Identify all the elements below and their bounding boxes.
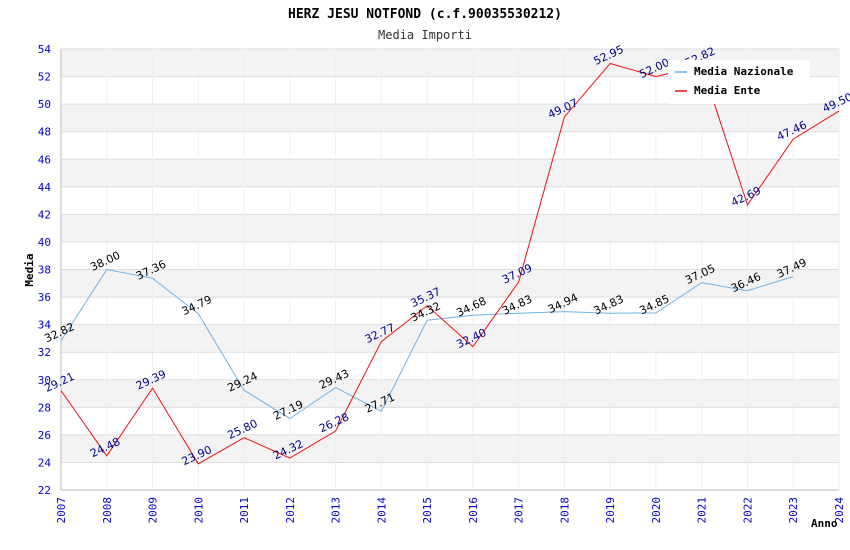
y-tick-label: 50 <box>38 98 51 111</box>
y-tick-labels: 22 24 26 28 30 32 34 36 38 40 42 44 46 48 50 52 54 <box>38 43 52 497</box>
x-tick-label: 2011 <box>238 497 251 524</box>
y-axis-label: Media <box>23 253 36 286</box>
grid-band <box>61 241 839 270</box>
legend-box <box>668 60 810 104</box>
y-tick-label: 48 <box>38 126 51 139</box>
grid-band <box>61 186 839 215</box>
grid-bands <box>61 49 839 490</box>
y-tick-label: 52 <box>38 71 51 84</box>
grid-band <box>61 434 839 463</box>
x-tick-label: 2022 <box>741 497 754 524</box>
x-tick-label: 2021 <box>696 497 709 524</box>
y-tick-label: 22 <box>38 484 51 497</box>
x-tick-label: 2008 <box>101 497 114 524</box>
x-tick-label: 2010 <box>192 497 205 524</box>
x-tick-label: 2014 <box>375 497 388 524</box>
x-tick-labels: 2007 2008 2009 2010 2011 2012 2013 2014 2015 2016… <box>55 497 846 524</box>
grid-band <box>61 131 839 160</box>
grid-band <box>61 379 839 408</box>
x-tick-label: 2009 <box>147 497 160 524</box>
y-tick-label: 36 <box>38 291 51 304</box>
chart-subtitle: Media Importi <box>378 28 472 42</box>
series-line-media-nazionale <box>60 268 794 420</box>
y-tick-label: 42 <box>38 208 51 221</box>
y-tick-label: 40 <box>38 236 51 249</box>
grid-band <box>61 159 839 187</box>
grid-band <box>61 462 839 490</box>
x-tick-label: 2013 <box>330 497 343 524</box>
grid-band <box>61 297 839 325</box>
y-tick-label: 30 <box>38 374 51 387</box>
x-tick-label: 2019 <box>604 497 617 524</box>
y-tick-label: 34 <box>38 319 52 332</box>
axes <box>60 49 839 491</box>
x-tick-label: 2007 <box>55 497 68 524</box>
y-tick-label: 54 <box>38 43 52 56</box>
legend-label-media-ente: Media Ente <box>694 84 761 97</box>
grid-lines <box>60 48 840 491</box>
grid-band <box>61 324 839 353</box>
y-tick-label: 26 <box>38 429 51 442</box>
y-tick-label: 28 <box>38 401 51 414</box>
x-tick-label: 2017 <box>513 497 526 524</box>
x-tick-label: 2024 <box>833 497 846 524</box>
y-tick-label: 38 <box>38 264 51 277</box>
grid-band <box>61 407 839 435</box>
grid-band <box>61 104 839 132</box>
grid-band <box>61 352 839 380</box>
grid-band <box>61 214 839 242</box>
chart-title: HERZ JESU NOTFOND (c.f.90035530212) <box>288 7 562 22</box>
x-tick-label: 2015 <box>421 497 434 524</box>
legend: Media Nazionale Media Ente <box>668 60 810 104</box>
x-tick-label: 2018 <box>558 497 571 524</box>
y-tick-label: 46 <box>38 153 51 166</box>
x-tick-label: 2023 <box>787 497 800 524</box>
legend-label-media-nazionale: Media Nazionale <box>694 65 794 78</box>
x-axis-label: Anno <box>811 517 838 530</box>
grid-band <box>61 269 839 298</box>
x-tick-label: 2012 <box>284 497 297 524</box>
y-tick-label: 44 <box>38 181 52 194</box>
y-tick-label: 24 <box>38 456 52 469</box>
x-tick-label: 2020 <box>650 497 663 524</box>
y-tick-label: 32 <box>38 346 51 359</box>
x-tick-label: 2016 <box>467 497 480 524</box>
